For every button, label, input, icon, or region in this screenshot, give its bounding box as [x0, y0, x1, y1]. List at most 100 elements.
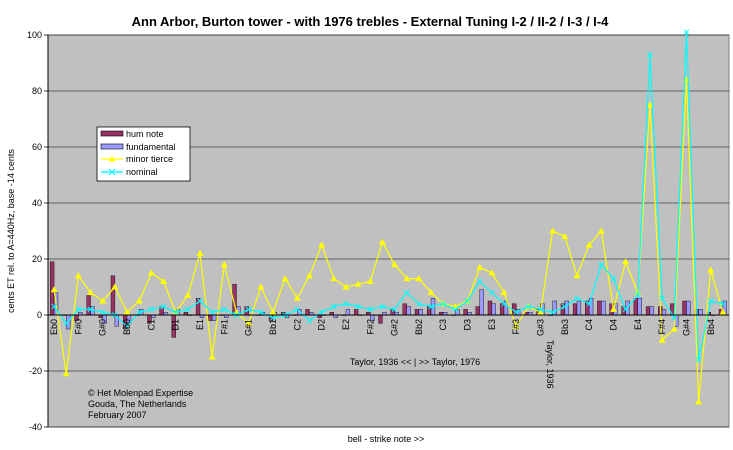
bar-hum-note	[378, 314, 383, 324]
y-tick-label: 0	[37, 310, 42, 320]
x-axis-label: bell - strike note >>	[348, 434, 425, 444]
y-tick-label: -40	[29, 422, 42, 432]
point-nominal	[270, 314, 276, 321]
point-minor-tierce	[305, 272, 313, 279]
point-nominal	[634, 292, 641, 299]
point-minor-tierce	[160, 277, 168, 284]
bar-hum-note	[110, 275, 116, 316]
point-nominal	[379, 303, 386, 310]
bar-hum-note	[572, 303, 578, 316]
point-minor-tierce	[147, 269, 155, 276]
point-minor-tierce	[695, 398, 703, 405]
point-nominal	[598, 261, 605, 268]
x-tick-label: C4	[584, 319, 594, 331]
point-nominal	[549, 309, 556, 316]
bar-hum-note	[682, 300, 687, 316]
point-nominal	[160, 303, 167, 310]
point-minor-tierce	[99, 297, 107, 304]
point-nominal	[610, 275, 617, 282]
x-tick-label: D3	[463, 319, 473, 331]
bar-fundamental	[649, 306, 655, 316]
point-minor-tierce	[184, 291, 192, 298]
point-nominal	[537, 306, 544, 313]
point-nominal	[367, 306, 374, 313]
point-nominal	[695, 356, 702, 363]
point-minor-tierce	[208, 353, 216, 360]
copyright-line-2: Gouda, The Netherlands	[88, 399, 187, 409]
x-tick-label: Bb0	[122, 319, 132, 335]
point-minor-tierce	[330, 275, 338, 282]
legend-swatch-hum-note	[100, 130, 124, 137]
point-nominal	[197, 298, 203, 304]
bar-fundamental	[698, 309, 703, 316]
point-minor-tierce	[585, 241, 593, 248]
point-nominal	[659, 295, 665, 302]
x-tick-label: E4	[633, 319, 643, 330]
point-minor-tierce	[476, 263, 484, 270]
point-nominal	[513, 309, 520, 316]
bar-fundamental	[345, 309, 351, 316]
bar-fundamental	[491, 303, 496, 316]
x-tick-label: C1	[146, 319, 156, 331]
point-minor-tierce	[646, 101, 654, 108]
point-minor-tierce	[622, 258, 630, 265]
bar-hum-note	[305, 309, 310, 316]
point-nominal	[306, 317, 313, 324]
point-nominal	[63, 320, 70, 327]
point-minor-tierce	[257, 283, 265, 290]
bar-hum-note	[208, 314, 213, 321]
x-tick-label: G#3	[536, 319, 546, 336]
copyright-block: © Het Molenpad Expertise Gouda, The Neth…	[88, 388, 193, 420]
point-minor-tierce	[196, 249, 204, 256]
x-tick-label: Bb2	[414, 319, 424, 335]
point-nominal	[428, 303, 434, 310]
point-minor-tierce	[378, 238, 386, 245]
bar-fundamental	[661, 309, 667, 316]
point-minor-tierce	[50, 286, 58, 293]
series-hum-note	[49, 261, 724, 338]
taylor-vertical-annotation: Taylor, 1936	[545, 340, 555, 389]
legend-label-hum-note: hum note	[126, 129, 164, 139]
point-minor-tierce	[537, 308, 545, 315]
x-tick-label: C3	[438, 319, 448, 331]
point-nominal	[221, 306, 228, 313]
point-nominal	[452, 306, 459, 313]
point-minor-tierce	[500, 289, 508, 296]
y-tick-label: -20	[29, 366, 42, 376]
point-minor-tierce	[609, 305, 617, 312]
series-nominal	[51, 29, 726, 363]
y-tick-label: 20	[32, 254, 42, 264]
point-nominal	[720, 300, 726, 307]
chart-title: Ann Arbor, Burton tower - with 1976 treb…	[132, 14, 609, 29]
point-nominal	[355, 303, 361, 310]
point-minor-tierce	[245, 319, 253, 326]
x-tick-label: F#1	[219, 319, 229, 335]
point-minor-tierce	[269, 308, 277, 315]
bar-fundamental	[479, 289, 484, 316]
point-nominal	[707, 298, 714, 304]
point-nominal	[622, 306, 629, 313]
plot-area	[44, 29, 730, 428]
point-minor-tierce	[427, 289, 435, 296]
point-minor-tierce	[658, 336, 666, 343]
point-minor-tierce	[281, 275, 289, 282]
x-tick-label: F#0	[73, 319, 83, 335]
line-minor-tierce	[53, 79, 724, 402]
x-tick-label: Bb3	[560, 319, 570, 335]
bar-fundamental	[686, 300, 691, 316]
point-nominal	[391, 306, 398, 313]
legend-label-fundamental: fundamental	[126, 142, 176, 152]
plot-background	[47, 34, 730, 428]
x-tick-label: Bb1	[268, 319, 278, 335]
taylor-range-annotation: Taylor, 1936 << | >> Taylor, 1976	[350, 357, 480, 367]
point-nominal	[184, 306, 191, 313]
x-tick-label: F#3	[511, 319, 521, 335]
bar-hum-note	[597, 300, 602, 316]
point-minor-tierce	[318, 241, 326, 248]
x-tick-label: G#0	[98, 319, 108, 336]
point-nominal	[476, 278, 483, 285]
point-minor-tierce	[719, 308, 727, 315]
point-nominal	[561, 303, 568, 310]
point-nominal	[489, 289, 495, 296]
point-nominal	[75, 306, 82, 313]
